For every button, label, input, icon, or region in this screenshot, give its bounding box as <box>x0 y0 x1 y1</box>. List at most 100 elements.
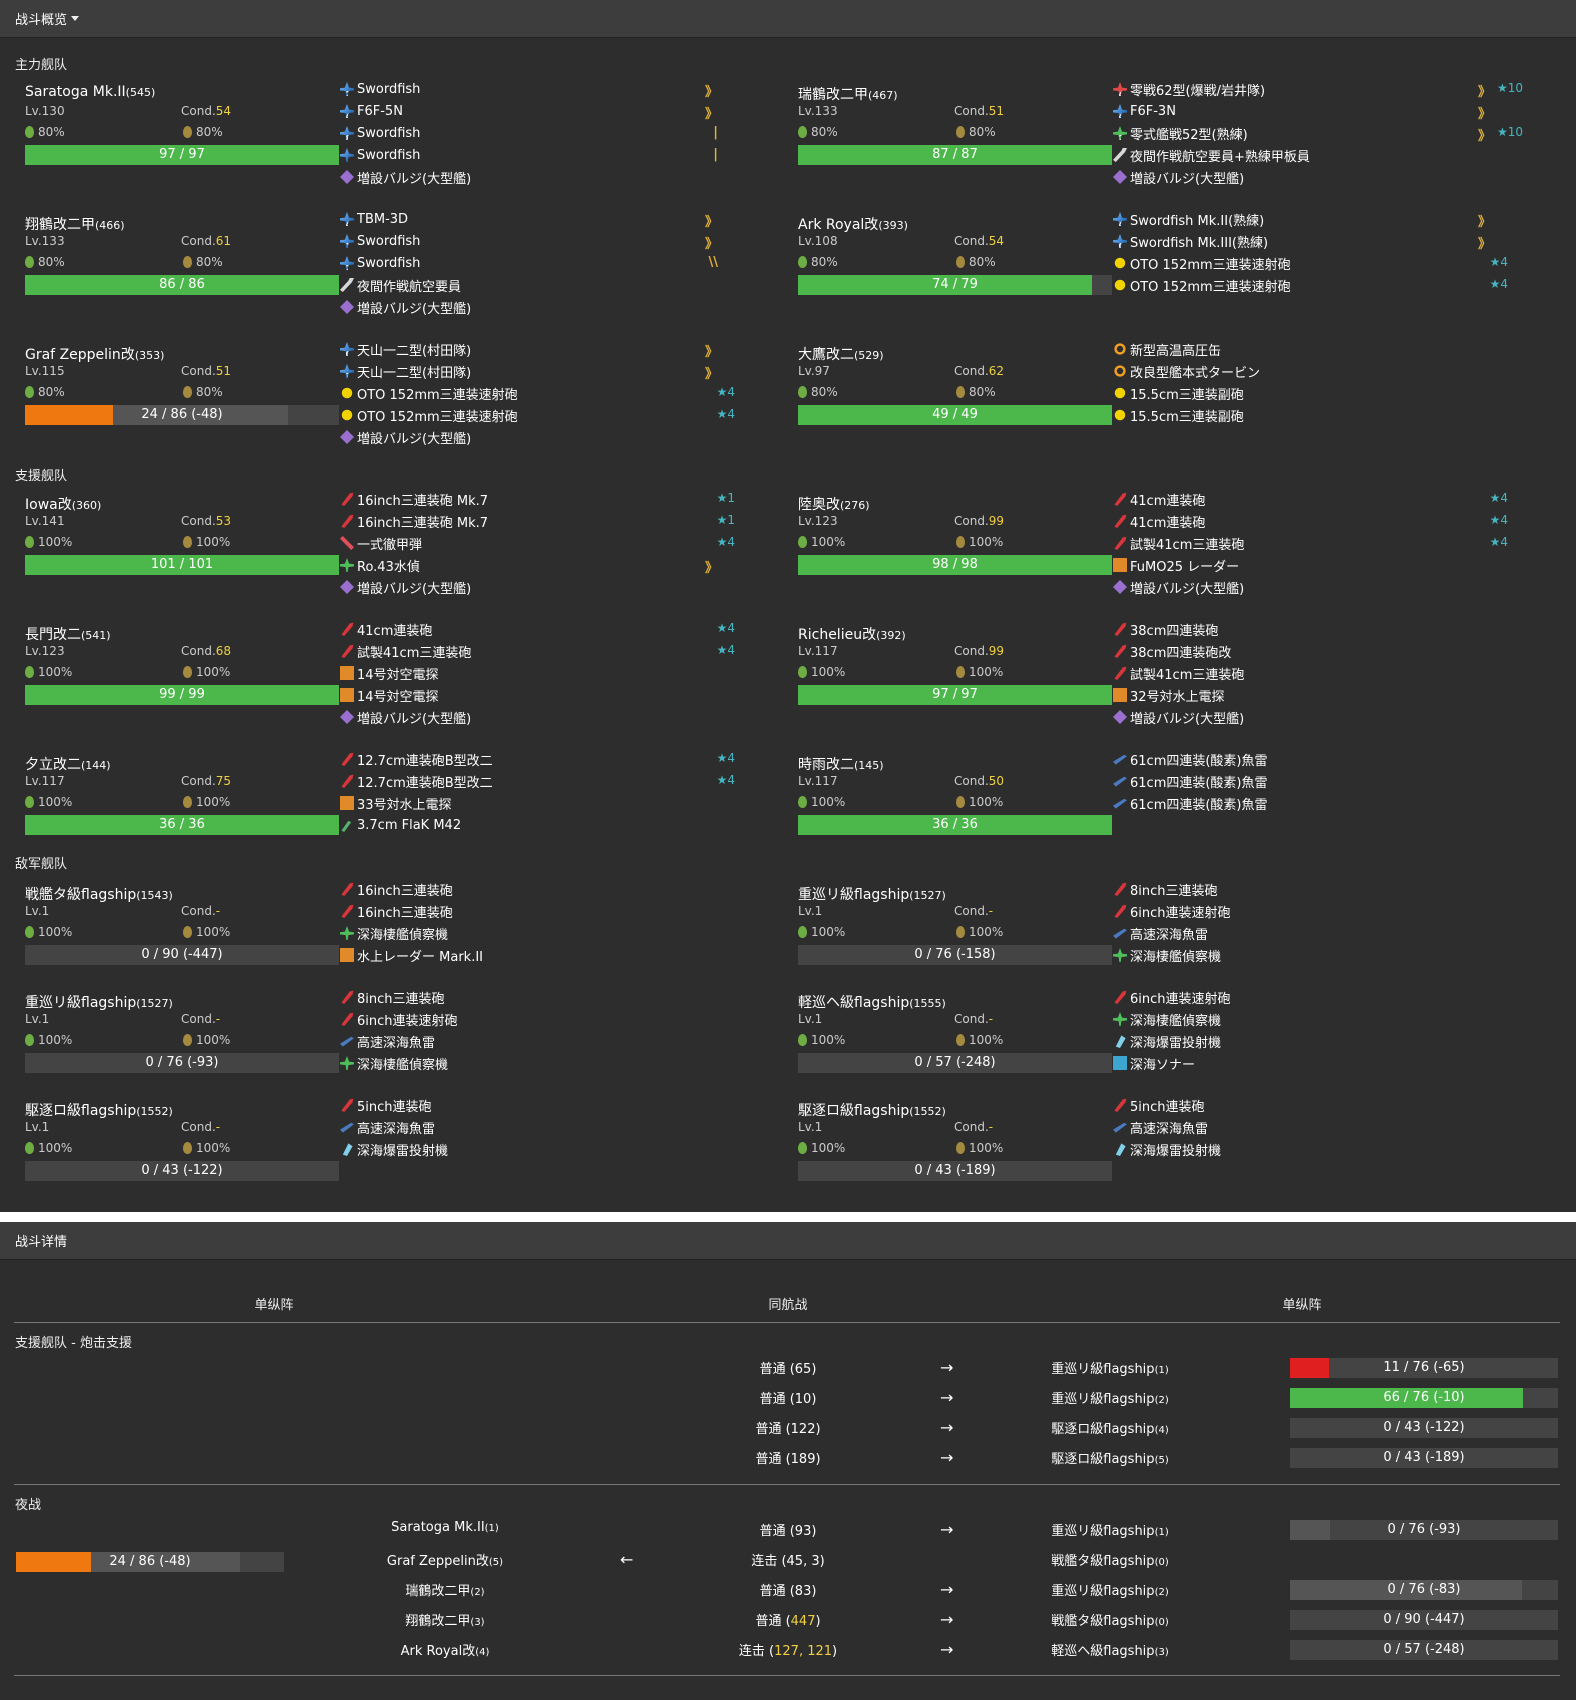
ship-name[interactable]: 瑞鶴改二甲(467) <box>798 84 898 104</box>
attack-type-label: 连击 ( <box>751 1554 787 1569</box>
equipment-slot[interactable]: OTO 152mm三連装速射砲 ★4 <box>1113 274 1553 296</box>
equipment-slot[interactable]: 試製41cm三連装砲 ★4 <box>340 640 780 662</box>
equipment-slot[interactable]: 6inch連装速射砲 <box>1113 986 1553 1008</box>
equipment-slot[interactable]: 増設バルジ(大型艦) <box>1113 706 1553 728</box>
equipment-slot[interactable]: 33号対水上電探 <box>340 792 780 814</box>
equipment-slot[interactable]: 夜間作戦航空要員 <box>340 274 780 296</box>
equipment-slot[interactable]: 新型高温高圧缶 <box>1113 338 1553 360</box>
equipment-slot[interactable]: 32号対水上電探 <box>1113 684 1553 706</box>
equipment-slot[interactable]: 41cm連装砲 ★4 <box>340 618 780 640</box>
equipment-slot[interactable]: 3.7cm FlaK M42 <box>340 814 780 836</box>
equipment-slot[interactable]: 6 Swordfish | <box>340 144 780 166</box>
ship-name[interactable]: Richelieu改(392) <box>798 624 906 644</box>
equipment-slot[interactable]: 14号対空電探 <box>340 684 780 706</box>
equipment-slot[interactable]: 16inch三連装砲 <box>340 900 780 922</box>
equipment-slot[interactable]: 8inch三連装砲 <box>1113 878 1553 900</box>
equipment-slot[interactable]: 34 零戦62型(爆戦/岩井隊) 》 ★10 <box>1113 78 1553 100</box>
equipment-slot[interactable]: OTO 152mm三連装速射砲 ★4 <box>340 382 780 404</box>
ship-name[interactable]: Iowa改(360) <box>25 494 101 514</box>
equipment-slot[interactable]: 12.7cm連装砲B型改二 ★4 <box>340 748 780 770</box>
equipment-slot[interactable]: 増設バルジ(大型艦) <box>340 576 780 598</box>
equipment-slot[interactable]: 増設バルジ(大型艦) <box>1113 166 1553 188</box>
equipment-slot[interactable]: 12.7cm連装砲B型改二 ★4 <box>340 770 780 792</box>
equipment-slot[interactable]: 深海棲艦偵察機 <box>1113 1008 1553 1030</box>
equipment-slot[interactable]: 13 天山一二型(村田隊) 》 <box>340 360 780 382</box>
ship-name[interactable]: 陸奥改(276) <box>798 494 870 514</box>
equipment-slot[interactable]: 18 Swordfish | <box>340 122 780 144</box>
equipment-slot[interactable]: 6inch連装速射砲 <box>340 1008 780 1030</box>
equipment-slot[interactable]: OTO 152mm三連装速射砲 ★4 <box>1113 252 1553 274</box>
ship-name[interactable]: 軽巡ヘ級flagship(1555) <box>798 992 946 1012</box>
equipment-slot[interactable]: 12 零式艦戦52型(熟練) 》 ★10 <box>1113 122 1553 144</box>
equipment-slot[interactable]: 改良型艦本式タービン <box>1113 360 1553 382</box>
equipment-slot[interactable]: 38cm四連装砲 <box>1113 618 1553 640</box>
equipment-slot[interactable]: 41cm連装砲 ★4 <box>1113 488 1553 510</box>
target-hp-bar: 0 / 43 (-122) <box>1290 1418 1558 1438</box>
equipment-slot[interactable]: FuMO25 レーダー <box>1113 554 1553 576</box>
equipment-slot[interactable]: 61cm四連装(酸素)魚雷 <box>1113 792 1553 814</box>
equipment-slot[interactable]: 5inch連装砲 <box>340 1094 780 1116</box>
equipment-slot[interactable]: 30 天山一二型(村田隊) 》 <box>340 338 780 360</box>
ship-name[interactable]: 大鷹改二(529) <box>798 344 884 364</box>
equipment-slot[interactable]: 高速深海魚雷 <box>340 1116 780 1138</box>
equipment-slot[interactable]: 24 Swordfish Mk.II(熟練) 》 <box>1113 208 1553 230</box>
ship-name[interactable]: 駆逐ロ級flagship(1552) <box>25 1100 173 1120</box>
ship-name[interactable]: 戦艦タ級flagship(1543) <box>25 884 173 904</box>
equipment-slot[interactable]: 12 Swordfish \\ <box>340 252 780 274</box>
equipment-slot[interactable]: 夜間作戦航空要員+熟練甲板員 <box>1113 144 1553 166</box>
equipment-slot[interactable]: 深海爆雷投射機 <box>340 1138 780 1160</box>
equipment-slot[interactable]: 14号対空電探 <box>340 662 780 684</box>
equipment-slot[interactable]: 一式徹甲弾 ★4 <box>340 532 780 554</box>
equipment-slot[interactable]: 5inch連装砲 <box>1113 1094 1553 1116</box>
caret-down-icon[interactable] <box>71 16 80 21</box>
detail-header[interactable]: 战斗详情 <box>0 1222 1576 1260</box>
equipment-slot[interactable]: 試製41cm三連装砲 <box>1113 662 1553 684</box>
ship-name[interactable]: 夕立改二(144) <box>25 754 111 774</box>
equipment-slot[interactable]: 16inch三連装砲 Mk.7 ★1 <box>340 488 780 510</box>
equipment-slot[interactable]: 深海棲艦偵察機 <box>1113 944 1553 966</box>
equipment-slot[interactable]: 4 Ro.43水偵 》 <box>340 554 780 576</box>
ship-name[interactable]: 時雨改二(145) <box>798 754 884 774</box>
equipment-slot[interactable]: 増設バルジ(大型艦) <box>340 296 780 318</box>
equipment-slot[interactable]: 24 F6F-3N 》 <box>1113 100 1553 122</box>
equipment-slot[interactable]: 深海棲艦偵察機 <box>340 1052 780 1074</box>
equipment-slot[interactable]: 15.5cm三連装副砲 <box>1113 404 1553 426</box>
equipment-slot[interactable]: 8inch三連装砲 <box>340 986 780 1008</box>
equipment-slot[interactable]: 深海爆雷投射機 <box>1113 1138 1553 1160</box>
equipment-slot[interactable]: 61cm四連装(酸素)魚雷 <box>1113 770 1553 792</box>
equipment-slot[interactable]: 41cm連装砲 ★4 <box>1113 510 1553 532</box>
equipment-slot[interactable]: 16inch三連装砲 Mk.7 ★1 <box>340 510 780 532</box>
equipment-slot[interactable]: 30 Swordfish Mk.III(熟練) 》 <box>1113 230 1553 252</box>
ship-name[interactable]: Ark Royal改(393) <box>798 214 908 234</box>
ship-name[interactable]: 翔鶴改二甲(466) <box>25 214 125 234</box>
equipment-slot[interactable]: 38cm四連装砲改 <box>1113 640 1553 662</box>
equipment-slot[interactable]: 試製41cm三連装砲 ★4 <box>1113 532 1553 554</box>
ship-name[interactable]: 重巡リ級flagship(1527) <box>25 992 173 1012</box>
equipment-slot[interactable]: 21 Swordfish 》 <box>340 230 780 252</box>
equipment-slot[interactable]: 深海ソナー <box>1113 1052 1553 1074</box>
equipment-slot[interactable]: 15.5cm三連装副砲 <box>1113 382 1553 404</box>
equipment-slot[interactable]: 高速深海魚雷 <box>1113 1116 1553 1138</box>
equipment-slot[interactable]: 16inch三連装砲 <box>340 878 780 900</box>
equipment-slot[interactable]: 増設バルジ(大型艦) <box>340 706 780 728</box>
equipment-slot[interactable]: 6inch連装速射砲 <box>1113 900 1553 922</box>
ship-name[interactable]: Graf Zeppelin改(353) <box>25 344 164 364</box>
ship-name[interactable]: 駆逐ロ級flagship(1552) <box>798 1100 946 1120</box>
equipment-slot[interactable]: 増設バルジ(大型艦) <box>340 426 780 448</box>
equipment-slot[interactable]: 増設バルジ(大型艦) <box>340 166 780 188</box>
equipment-slot[interactable]: 34 TBM-3D 》 <box>340 208 780 230</box>
equipment-slot[interactable]: 水上レーダー Mark.II <box>340 944 780 966</box>
equipment-slot[interactable]: 増設バルジ(大型艦) <box>1113 576 1553 598</box>
equipment-slot[interactable]: OTO 152mm三連装速射砲 ★4 <box>340 404 780 426</box>
equipment-slot[interactable]: 深海棲艦偵察機 <box>340 922 780 944</box>
equipment-slot[interactable]: 61cm四連装(酸素)魚雷 <box>1113 748 1553 770</box>
overview-header[interactable]: 战斗概览 <box>0 0 1576 38</box>
equipment-slot[interactable]: 24 F6F-5N 》 <box>340 100 780 122</box>
equipment-slot[interactable]: 深海爆雷投射機 <box>1113 1030 1553 1052</box>
ship-name[interactable]: 重巡リ級flagship(1527) <box>798 884 946 904</box>
equipment-slot[interactable]: 32 Swordfish 》 <box>340 78 780 100</box>
ship-name[interactable]: 長門改二(541) <box>25 624 111 644</box>
equipment-slot[interactable]: 高速深海魚雷 <box>1113 922 1553 944</box>
ship-name[interactable]: Saratoga Mk.II(545) <box>25 84 155 100</box>
equipment-slot[interactable]: 高速深海魚雷 <box>340 1030 780 1052</box>
